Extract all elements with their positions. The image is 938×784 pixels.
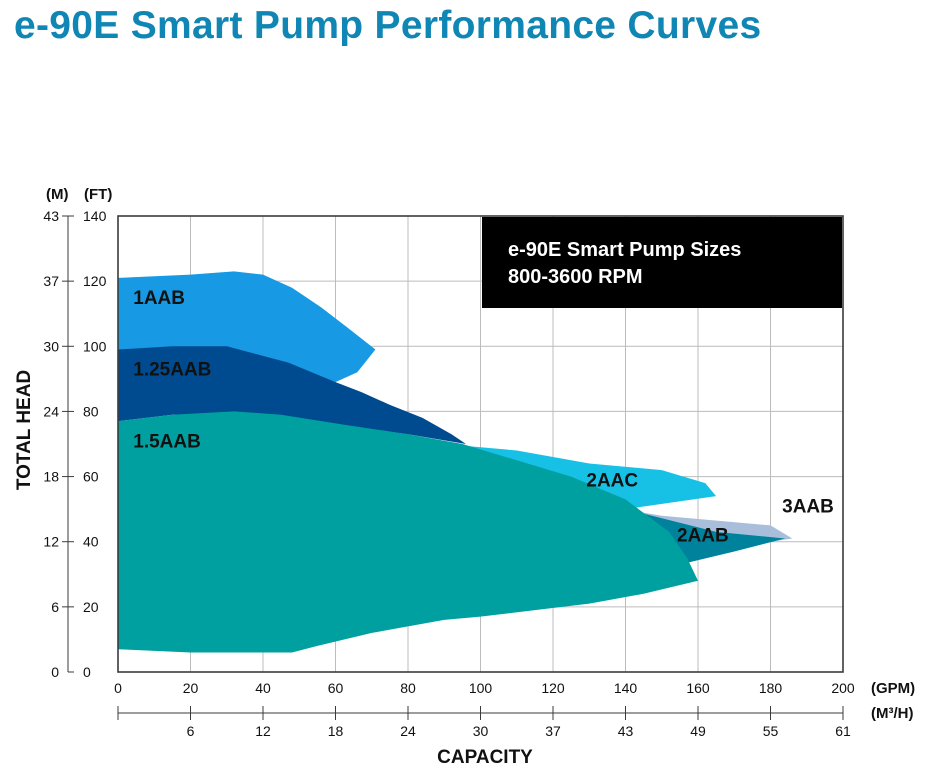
series-label-1.25aab: 1.25AAB [133,360,211,381]
x-tick-label: 60 [328,680,344,696]
y-tick-label: 120 [83,273,107,289]
x2-unit: (M³/H) [871,705,913,722]
y2-tick-label: 37 [43,273,59,289]
x-tick-label: 120 [541,680,565,696]
annotation-line-2: 800-3600 RPM [508,266,643,288]
y-unit-right: (FT) [84,186,112,203]
page-title: e-90E Smart Pump Performance Curves [14,4,762,47]
x-tick-label: 100 [469,680,493,696]
x2-tick-label: 12 [255,723,271,739]
x2-tick-label: 37 [545,723,561,739]
y2-tick-label: 43 [43,208,59,224]
y2-tick-label: 12 [43,534,59,550]
series-area-1.25aab [118,346,466,444]
series-label-2aab: 2AAB [677,526,729,547]
x-tick-label: 160 [686,680,710,696]
x-tick-label: 20 [183,680,199,696]
x-tick-label: 40 [255,680,271,696]
annotation-line-1: e-90E Smart Pump Sizes [508,239,741,261]
plot-frame [117,215,844,673]
y-tick-label: 100 [83,338,107,354]
x2-tick-label: 30 [473,723,489,739]
series-label-3aab: 3AAB [782,496,834,517]
y-tick-label: 0 [83,664,91,680]
x2-tick-label: 43 [618,723,634,739]
x2-tick-label: 24 [400,723,416,739]
series-label-1aab: 1AAB [133,288,185,309]
x-tick-label: 180 [759,680,783,696]
x-tick-label: 80 [400,680,416,696]
x2-tick-label: 49 [690,723,706,739]
y-tick-label: 60 [83,469,99,485]
curve-areas [118,271,793,653]
y-tick-label: 20 [83,599,99,615]
y2-tick-label: 30 [43,338,59,354]
series-label-2aac: 2AAC [586,470,638,491]
x-unit: (GPM) [871,680,915,697]
x2-tick-label: 61 [835,723,851,739]
series-area-1.5aab [118,411,698,653]
x-tick-label: 0 [114,680,122,696]
y2-tick-label: 18 [43,469,59,485]
y-unit-left: (M) [46,186,69,203]
x2-tick-label: 6 [187,723,195,739]
y-tick-label: 140 [83,208,107,224]
y2-tick-label: 24 [43,403,59,419]
x2-tick-label: 55 [763,723,779,739]
y-tick-label: 40 [83,534,99,550]
series-labels: 3AAB 2AAC 2AAB 1AAB 1.25AAB 1.5AAB [133,288,834,547]
annotation-box [482,217,842,308]
y2-tick-label: 0 [51,664,59,680]
series-label-1.5aab: 1.5AAB [133,431,201,452]
y2-tick-label: 6 [51,599,59,615]
axis-ticks: 0 20 40 60 80 100 120 140 6 12 18 24 30 37 43 0 0 20 40 60 8… [43,208,854,739]
x2-tick-label: 18 [328,723,344,739]
y-axis-title: TOTAL HEAD [14,370,35,490]
y-tick-label: 80 [83,403,99,419]
x-axis-title: CAPACITY [437,747,533,768]
x-tick-label: 200 [831,680,855,696]
x-tick-label: 140 [614,680,638,696]
